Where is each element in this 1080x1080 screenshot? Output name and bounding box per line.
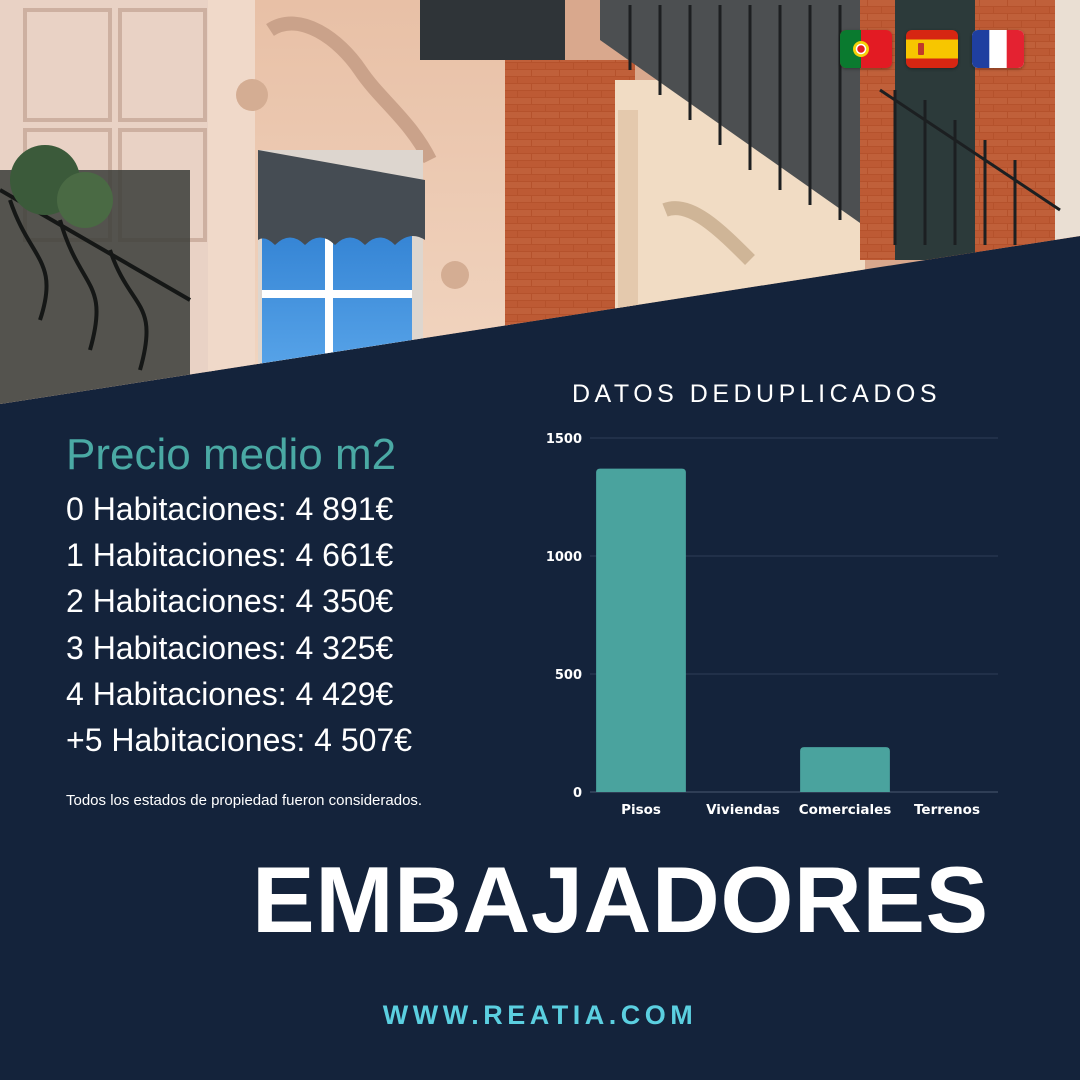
- y-tick-label: 1000: [546, 550, 582, 565]
- bar-chart: 0 500 1000 1500 Pisos Viviendas Comerciales Ter…: [546, 432, 998, 818]
- price-row-0-rooms: 0 Habitaciones: 4 891€: [66, 491, 394, 527]
- portugal-flag-icon[interactable]: [840, 30, 892, 68]
- spain-flag-icon[interactable]: [906, 30, 958, 68]
- france-flag-icon[interactable]: [972, 30, 1024, 68]
- price-section-title: Precio medio m2: [66, 430, 397, 479]
- bar-comerciales: [800, 747, 890, 792]
- property-state-note: Todos los estados de propiedad fueron co…: [66, 792, 423, 809]
- price-row-5plus-rooms: +5 Habitaciones: 4 507€: [66, 722, 413, 759]
- x-tick-label: Pisos: [621, 802, 661, 818]
- y-tick-label: 500: [555, 668, 582, 683]
- price-row-1-rooms: 1 Habitaciones: 4 661€: [66, 537, 394, 574]
- bar-pisos: [596, 468, 686, 792]
- price-section: Precio medio m2 0 Habitaciones: 4 891€ 1…: [66, 430, 412, 763]
- y-tick-label: 0: [573, 786, 582, 801]
- language-flags: [840, 30, 1024, 68]
- x-tick-label: Viviendas: [706, 802, 780, 818]
- y-tick-label: 1500: [546, 432, 582, 447]
- price-row-3-rooms: 3 Habitaciones: 4 325€: [66, 629, 394, 666]
- x-tick-label: Terrenos: [914, 802, 980, 818]
- price-row-2-rooms: 2 Habitaciones: 4 350€: [66, 583, 394, 620]
- location-title: EMBAJADORES: [252, 847, 989, 952]
- price-row-4-rooms: 4 Habitaciones: 4 429€: [66, 675, 394, 712]
- website-link[interactable]: WWW.REATIA.COM: [382, 1000, 698, 1030]
- x-tick-label: Comerciales: [799, 802, 892, 818]
- chart-title: DATOS DEDUPLICADOS: [572, 380, 942, 408]
